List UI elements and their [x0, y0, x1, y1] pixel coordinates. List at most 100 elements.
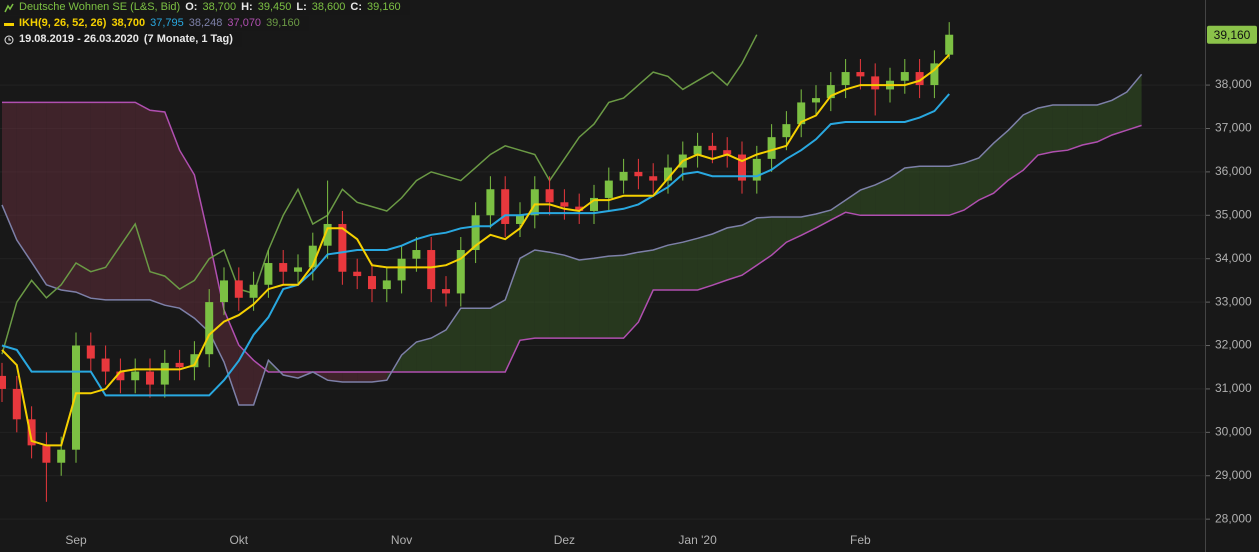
indicator-value: 37,070: [227, 17, 262, 29]
cloud: [150, 110, 165, 306]
cloud: [194, 174, 210, 333]
candle-body: [294, 267, 302, 272]
cloud: [801, 213, 816, 236]
cloud: [1038, 105, 1053, 155]
ohlc-label: C:: [350, 1, 363, 13]
indicator-line: [1, 73, 1143, 406]
x-tick-label: Jan '20: [678, 533, 717, 547]
icon: [4, 35, 14, 44]
candle-body: [664, 167, 672, 181]
candle-body: [797, 102, 806, 125]
candle-body: [708, 145, 717, 151]
duration: (7 Monate, 1 Tag): [143, 33, 233, 45]
candle-body: [752, 158, 761, 181]
candle-body: [397, 258, 406, 281]
candle-body: [264, 263, 273, 285]
cloud: [564, 255, 580, 339]
instrument-row: Deutsche Wohnen SE (L&S, Bid) O: 38,700 H…: [0, 0, 410, 15]
cloud: [830, 200, 846, 221]
candle-body: [516, 215, 524, 224]
candle-body: [545, 189, 554, 203]
ohlc-value: 38,600: [311, 1, 346, 13]
cloud: [31, 102, 47, 285]
cloud: [579, 258, 594, 339]
cloud: [860, 184, 876, 216]
cloud: [978, 143, 994, 201]
cloud: [875, 177, 890, 216]
cloud: [490, 299, 506, 372]
ohlc-label: O:: [185, 1, 198, 13]
cloud: [46, 102, 62, 290]
x-tick-label: Dez: [554, 533, 575, 547]
cloud: [90, 102, 106, 300]
indicator-row: IKH(9, 26, 52, 26) 38,700 37,795 38,248 37,…: [0, 16, 309, 31]
candle-body: [738, 154, 746, 181]
cloud: [372, 371, 387, 382]
candle-body: [456, 250, 465, 294]
x-tick-label: Okt: [229, 533, 248, 547]
candle-body: [812, 98, 820, 103]
y-tick-label: 32,000: [1215, 338, 1252, 352]
candle-body: [116, 371, 125, 381]
indicator-line: [1, 34, 758, 355]
candle-body: [101, 358, 110, 372]
cloud: [712, 227, 728, 286]
candle-body: [205, 302, 214, 355]
y-tick-label: 31,000: [1215, 381, 1252, 395]
cloud: [742, 217, 757, 276]
cloud: [327, 371, 343, 382]
cloud: [1008, 115, 1024, 181]
candle-body: [530, 189, 539, 216]
candle-body: [12, 388, 21, 420]
candle-body: [338, 223, 347, 272]
price-tag-label: 39,160: [1214, 28, 1251, 42]
candle-body: [131, 371, 140, 381]
cloud: [520, 250, 535, 341]
candle-body: [57, 449, 66, 463]
cloud: [357, 371, 372, 382]
candle-body: [649, 176, 658, 181]
cloud: [638, 250, 654, 323]
ohlc-value: 39,160: [367, 1, 401, 13]
period: 19.08.2019 - 26.03.2020: [19, 33, 139, 45]
icon: [4, 22, 14, 26]
candle-body: [279, 263, 288, 272]
cloud: [1052, 105, 1068, 152]
cloud: [934, 166, 950, 216]
cloud: [224, 309, 239, 405]
candle-body: [590, 197, 598, 211]
indicator-value: 37,795: [150, 17, 184, 29]
candle-body: [900, 72, 909, 81]
y-tick-label: 28,000: [1215, 511, 1252, 525]
cloud: [786, 217, 802, 243]
cloud: [120, 102, 136, 300]
cloud: [653, 245, 668, 290]
cloud: [594, 256, 609, 339]
cloud: [2, 102, 17, 241]
cloud: [135, 102, 150, 300]
candle-body: [604, 180, 613, 198]
candle-body: [382, 280, 391, 290]
candle-body: [693, 145, 702, 155]
cloud: [890, 167, 905, 216]
candle-body: [308, 245, 317, 268]
indicator-line: [2, 101, 1142, 373]
cloud: [668, 242, 683, 290]
cloud: [697, 233, 713, 290]
cloud: [1023, 108, 1038, 171]
ohlc-value: 38,700: [202, 1, 237, 13]
y-tick-label: 35,000: [1215, 207, 1252, 221]
candle-body: [234, 280, 243, 298]
cloud: [475, 308, 491, 372]
candle-body: [323, 223, 332, 246]
candle-body: [220, 280, 228, 303]
cloud: [845, 190, 861, 216]
candle-body: [412, 250, 421, 259]
candle-body: [427, 250, 436, 290]
y-tick-label: 30,000: [1215, 425, 1252, 439]
candle-body: [841, 72, 850, 86]
indicator-value: 39,160: [266, 17, 300, 29]
cloud: [949, 163, 964, 216]
candle-body: [486, 189, 495, 216]
